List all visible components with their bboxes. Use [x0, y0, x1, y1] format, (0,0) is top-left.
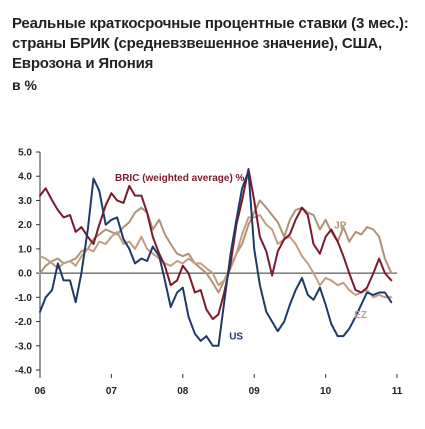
- x-tick-label: 10: [320, 386, 332, 397]
- y-tick-label: 1.0: [18, 244, 32, 255]
- series-label: BRIC (weighted average) %: [115, 173, 245, 184]
- x-tick-label: 11: [392, 386, 403, 397]
- series-label: EZ: [354, 310, 367, 321]
- x-tick-label: 08: [177, 386, 189, 397]
- series-line-us: [39, 170, 393, 347]
- series-annotations: BRIC (weighted average) % JP US EZ: [115, 173, 367, 343]
- y-tick-label: 3.0: [18, 196, 32, 207]
- y-axis: 5.0 4.0 3.0 2.0 1.0 0.0 -1.0 -2.0 -3.0 -4.0: [15, 148, 41, 378]
- unit-label: в %: [12, 77, 37, 93]
- x-tick-label: 09: [249, 386, 261, 397]
- series-label: US: [229, 332, 243, 343]
- series-line-bric-weighted-average: [39, 168, 393, 321]
- y-tick-label: 2.0: [18, 220, 32, 231]
- chart-title: Реальные краткосрочные процентные ставки…: [12, 15, 409, 72]
- y-tick-label: 0.0: [18, 269, 32, 280]
- series-lines: [39, 168, 393, 347]
- x-axis: 06 07 08 09 10 11: [34, 272, 403, 397]
- y-tick-label: -2.0: [15, 317, 33, 328]
- series-line-ez: [39, 214, 393, 299]
- y-tick-label: 5.0: [18, 148, 32, 159]
- y-tick-label: -4.0: [15, 366, 33, 377]
- x-tick-label: 06: [34, 386, 46, 397]
- y-tick-label: -3.0: [15, 341, 33, 352]
- y-tick-label: 4.0: [18, 172, 32, 183]
- y-tick-label: -1.0: [15, 293, 33, 304]
- x-tick-label: 07: [106, 386, 118, 397]
- series-label: JP: [334, 220, 347, 231]
